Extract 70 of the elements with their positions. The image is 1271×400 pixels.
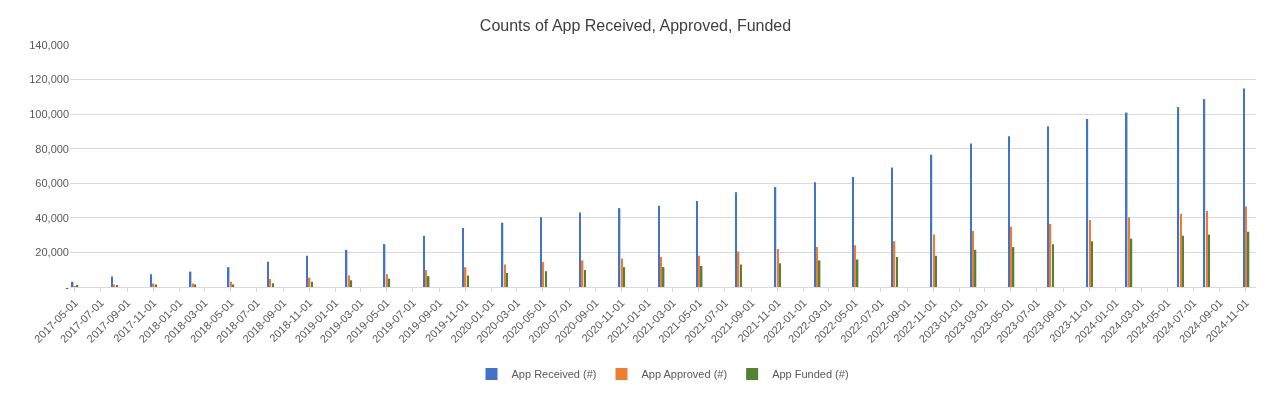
bar (854, 245, 856, 287)
bar (1245, 206, 1247, 287)
legend-label: App Received (#) (511, 368, 597, 381)
bar (1089, 220, 1091, 287)
y-tick-label: 140,000 (29, 38, 69, 51)
bar (698, 255, 701, 287)
legend-label: App Approved (#) (641, 368, 728, 381)
bar (462, 228, 464, 287)
y-tick-label: 20,000 (35, 246, 69, 259)
chart-title: Counts of App Received, Approved, Funded (479, 17, 792, 35)
y-tick-label: 80,000 (35, 142, 69, 155)
bar (386, 274, 388, 287)
bar (467, 275, 469, 287)
bar (935, 255, 937, 287)
bar (1047, 126, 1049, 287)
bar (584, 270, 586, 287)
bar (696, 200, 698, 287)
bar (1091, 241, 1093, 287)
bar (542, 262, 545, 287)
bar (540, 217, 542, 287)
bar (658, 205, 660, 287)
bar (150, 274, 153, 287)
bar (814, 182, 816, 287)
bar (545, 271, 547, 287)
bar (1086, 118, 1089, 287)
bar (740, 264, 742, 287)
bar (896, 256, 898, 287)
bar (267, 261, 269, 287)
bar (933, 234, 935, 287)
bar (891, 167, 893, 287)
legend-label: App Funded (#) (772, 368, 849, 381)
bar (1182, 235, 1184, 287)
bar (306, 255, 309, 287)
bar (970, 143, 972, 287)
bar (269, 279, 272, 287)
y-tick-label: 40,000 (35, 211, 69, 224)
bar (660, 256, 663, 287)
bar (1243, 88, 1245, 287)
bar (348, 275, 350, 287)
bar (1180, 213, 1182, 287)
bar (111, 276, 113, 287)
bar (272, 283, 274, 287)
bar (1128, 217, 1130, 287)
y-tick-label: 100,000 (29, 107, 69, 120)
bar (311, 281, 313, 287)
bar (930, 154, 933, 287)
bar (735, 192, 737, 287)
bar (816, 247, 818, 287)
bar (777, 248, 779, 287)
bar (1008, 136, 1010, 287)
bar (1208, 234, 1210, 287)
bar (506, 273, 509, 287)
y-tick-label: 120,000 (29, 73, 69, 86)
bar (1010, 226, 1012, 287)
y-tick-label: 60,000 (35, 177, 69, 190)
bar (423, 235, 425, 287)
bar (1203, 99, 1206, 287)
bar (1052, 244, 1054, 287)
bar (579, 212, 582, 287)
bar (621, 258, 623, 287)
y-tick-label: - (65, 280, 70, 293)
bar (504, 264, 506, 287)
bar (350, 280, 353, 287)
bar (425, 270, 428, 287)
bar (852, 176, 854, 287)
bar (1177, 107, 1180, 287)
bar (779, 263, 782, 287)
bar (1206, 211, 1208, 287)
bar (972, 230, 974, 287)
bar (623, 267, 626, 287)
